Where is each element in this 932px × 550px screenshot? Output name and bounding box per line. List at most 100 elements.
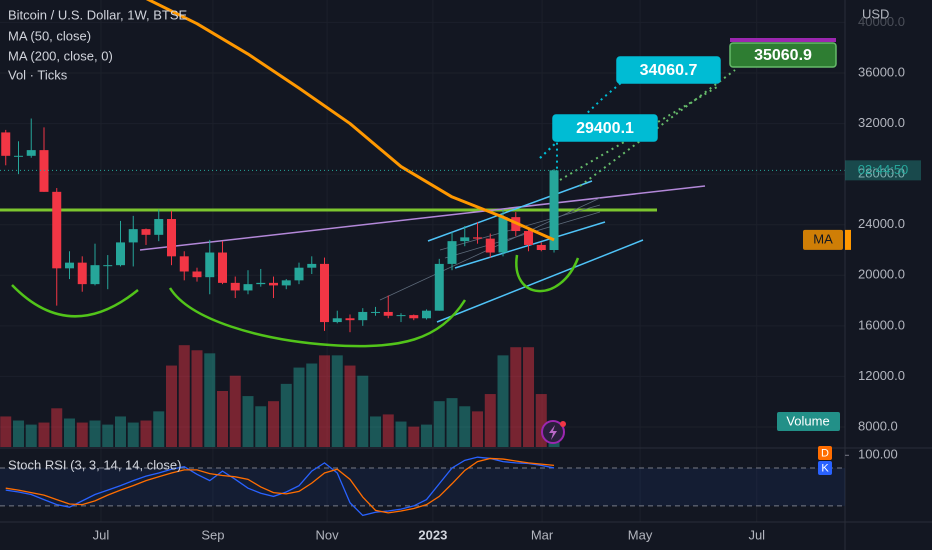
legend-label: K bbox=[821, 462, 829, 474]
legend-label: D bbox=[821, 447, 829, 459]
candle-body bbox=[307, 263, 317, 268]
x-tick-label: Nov bbox=[315, 527, 339, 542]
candle-body bbox=[358, 311, 368, 321]
volume-bar bbox=[191, 350, 203, 447]
candle-body bbox=[345, 318, 355, 321]
annotation-label: 34060.7 bbox=[640, 62, 698, 79]
volume-bar bbox=[395, 421, 407, 447]
ma-value-box bbox=[845, 229, 851, 250]
x-tick-label: Sep bbox=[201, 527, 224, 542]
candle-body bbox=[536, 244, 546, 250]
channel-line bbox=[454, 221, 606, 269]
volume-bar bbox=[114, 416, 126, 447]
ma-line bbox=[145, 0, 555, 242]
y-tick-label: 16000.0 bbox=[858, 317, 905, 332]
candle-body bbox=[205, 252, 215, 278]
candle-body bbox=[371, 311, 381, 313]
legend-badge bbox=[818, 446, 832, 460]
candle-body bbox=[243, 284, 253, 291]
price-layer bbox=[0, 0, 845, 333]
volume-bar bbox=[331, 355, 343, 447]
indicator-label: Stoch RSI (3, 3, 14, 14, close) bbox=[8, 457, 181, 472]
candle-body bbox=[230, 282, 240, 291]
y-tick-label: 28000.0 bbox=[858, 166, 905, 181]
candle-body bbox=[192, 271, 202, 278]
volume-bar bbox=[51, 408, 63, 447]
volume-bar bbox=[484, 394, 496, 447]
volume-badge-box bbox=[777, 412, 840, 431]
candle-body bbox=[447, 241, 457, 264]
volume-bar bbox=[370, 416, 382, 447]
candle-body bbox=[179, 256, 189, 272]
candle-body bbox=[320, 263, 330, 323]
candle-body bbox=[103, 265, 113, 267]
annotation-label: 29400.1 bbox=[576, 120, 634, 137]
volume-bar bbox=[242, 396, 254, 447]
indicator-label: Vol · Ticks bbox=[8, 67, 68, 82]
annotation-box bbox=[616, 56, 721, 84]
y-tick-label: 32000.0 bbox=[858, 115, 905, 130]
pattern-curve bbox=[11, 284, 139, 318]
indicator-label: MA (50, close) bbox=[8, 28, 91, 43]
candle-body bbox=[166, 219, 176, 257]
x-tick-label: May bbox=[628, 527, 653, 542]
volume-bar bbox=[446, 398, 458, 447]
indicator-label: MA (200, close, 0) bbox=[8, 48, 113, 63]
x-tick-label: Jul bbox=[748, 527, 765, 542]
candle-body bbox=[52, 191, 62, 269]
annotations: 29400.1 34060.7 35060.9 bbox=[552, 38, 837, 142]
volume-label: Volume bbox=[786, 413, 829, 428]
volume-bar bbox=[472, 411, 484, 447]
candle-body bbox=[524, 231, 534, 245]
symbol-title: Bitcoin / U.S. Dollar, 1W, BTSE bbox=[8, 7, 187, 22]
candle-body bbox=[128, 229, 138, 243]
icon-dot bbox=[560, 421, 566, 427]
volume-bar bbox=[280, 383, 292, 447]
volume-bar bbox=[510, 347, 522, 447]
x-tick-label: Jul bbox=[93, 527, 110, 542]
volume-bar bbox=[0, 416, 12, 447]
candle-body bbox=[256, 282, 266, 285]
volume-bar bbox=[306, 363, 318, 447]
candle-body bbox=[460, 237, 470, 242]
volume-bar bbox=[459, 406, 471, 447]
pattern-curve bbox=[515, 254, 580, 293]
volume-bar bbox=[255, 406, 267, 447]
stoch-line bbox=[5, 457, 555, 514]
y-tick-label: 36000.0 bbox=[858, 64, 905, 79]
candle-body bbox=[434, 263, 444, 311]
projection-line bbox=[539, 81, 623, 159]
candle-body bbox=[269, 282, 279, 286]
trend-line bbox=[139, 185, 706, 251]
x-tick-label: 2023 bbox=[418, 527, 447, 542]
volume-bar bbox=[382, 414, 394, 447]
volume-bar bbox=[89, 420, 101, 447]
y-tick-label: 8000.0 bbox=[858, 418, 898, 433]
icon-bolt bbox=[549, 425, 557, 440]
candle-body bbox=[294, 267, 304, 281]
band-fill bbox=[0, 467, 845, 506]
stoch-line bbox=[5, 456, 555, 517]
countdown-label: 02:44:50 bbox=[858, 162, 909, 177]
candle-body bbox=[13, 155, 23, 157]
candle-body bbox=[90, 265, 100, 285]
volume-bar bbox=[357, 375, 369, 447]
ma-badge bbox=[803, 229, 843, 250]
candle-body bbox=[26, 150, 36, 156]
legend-badge bbox=[818, 461, 832, 475]
channel-line bbox=[436, 239, 644, 323]
volume-bar bbox=[344, 365, 356, 447]
volume-bar bbox=[535, 394, 547, 447]
volume-bar bbox=[229, 375, 241, 447]
volume-bar bbox=[523, 347, 535, 447]
annotation-box bbox=[729, 42, 837, 68]
volume-bar bbox=[63, 418, 75, 447]
volume-bar bbox=[268, 401, 280, 447]
candle-body bbox=[396, 315, 406, 317]
volume-bar bbox=[293, 367, 305, 447]
candle-body bbox=[332, 318, 342, 323]
candle-body bbox=[485, 238, 495, 253]
candle-body bbox=[141, 229, 151, 235]
alert-icon bbox=[541, 420, 566, 444]
